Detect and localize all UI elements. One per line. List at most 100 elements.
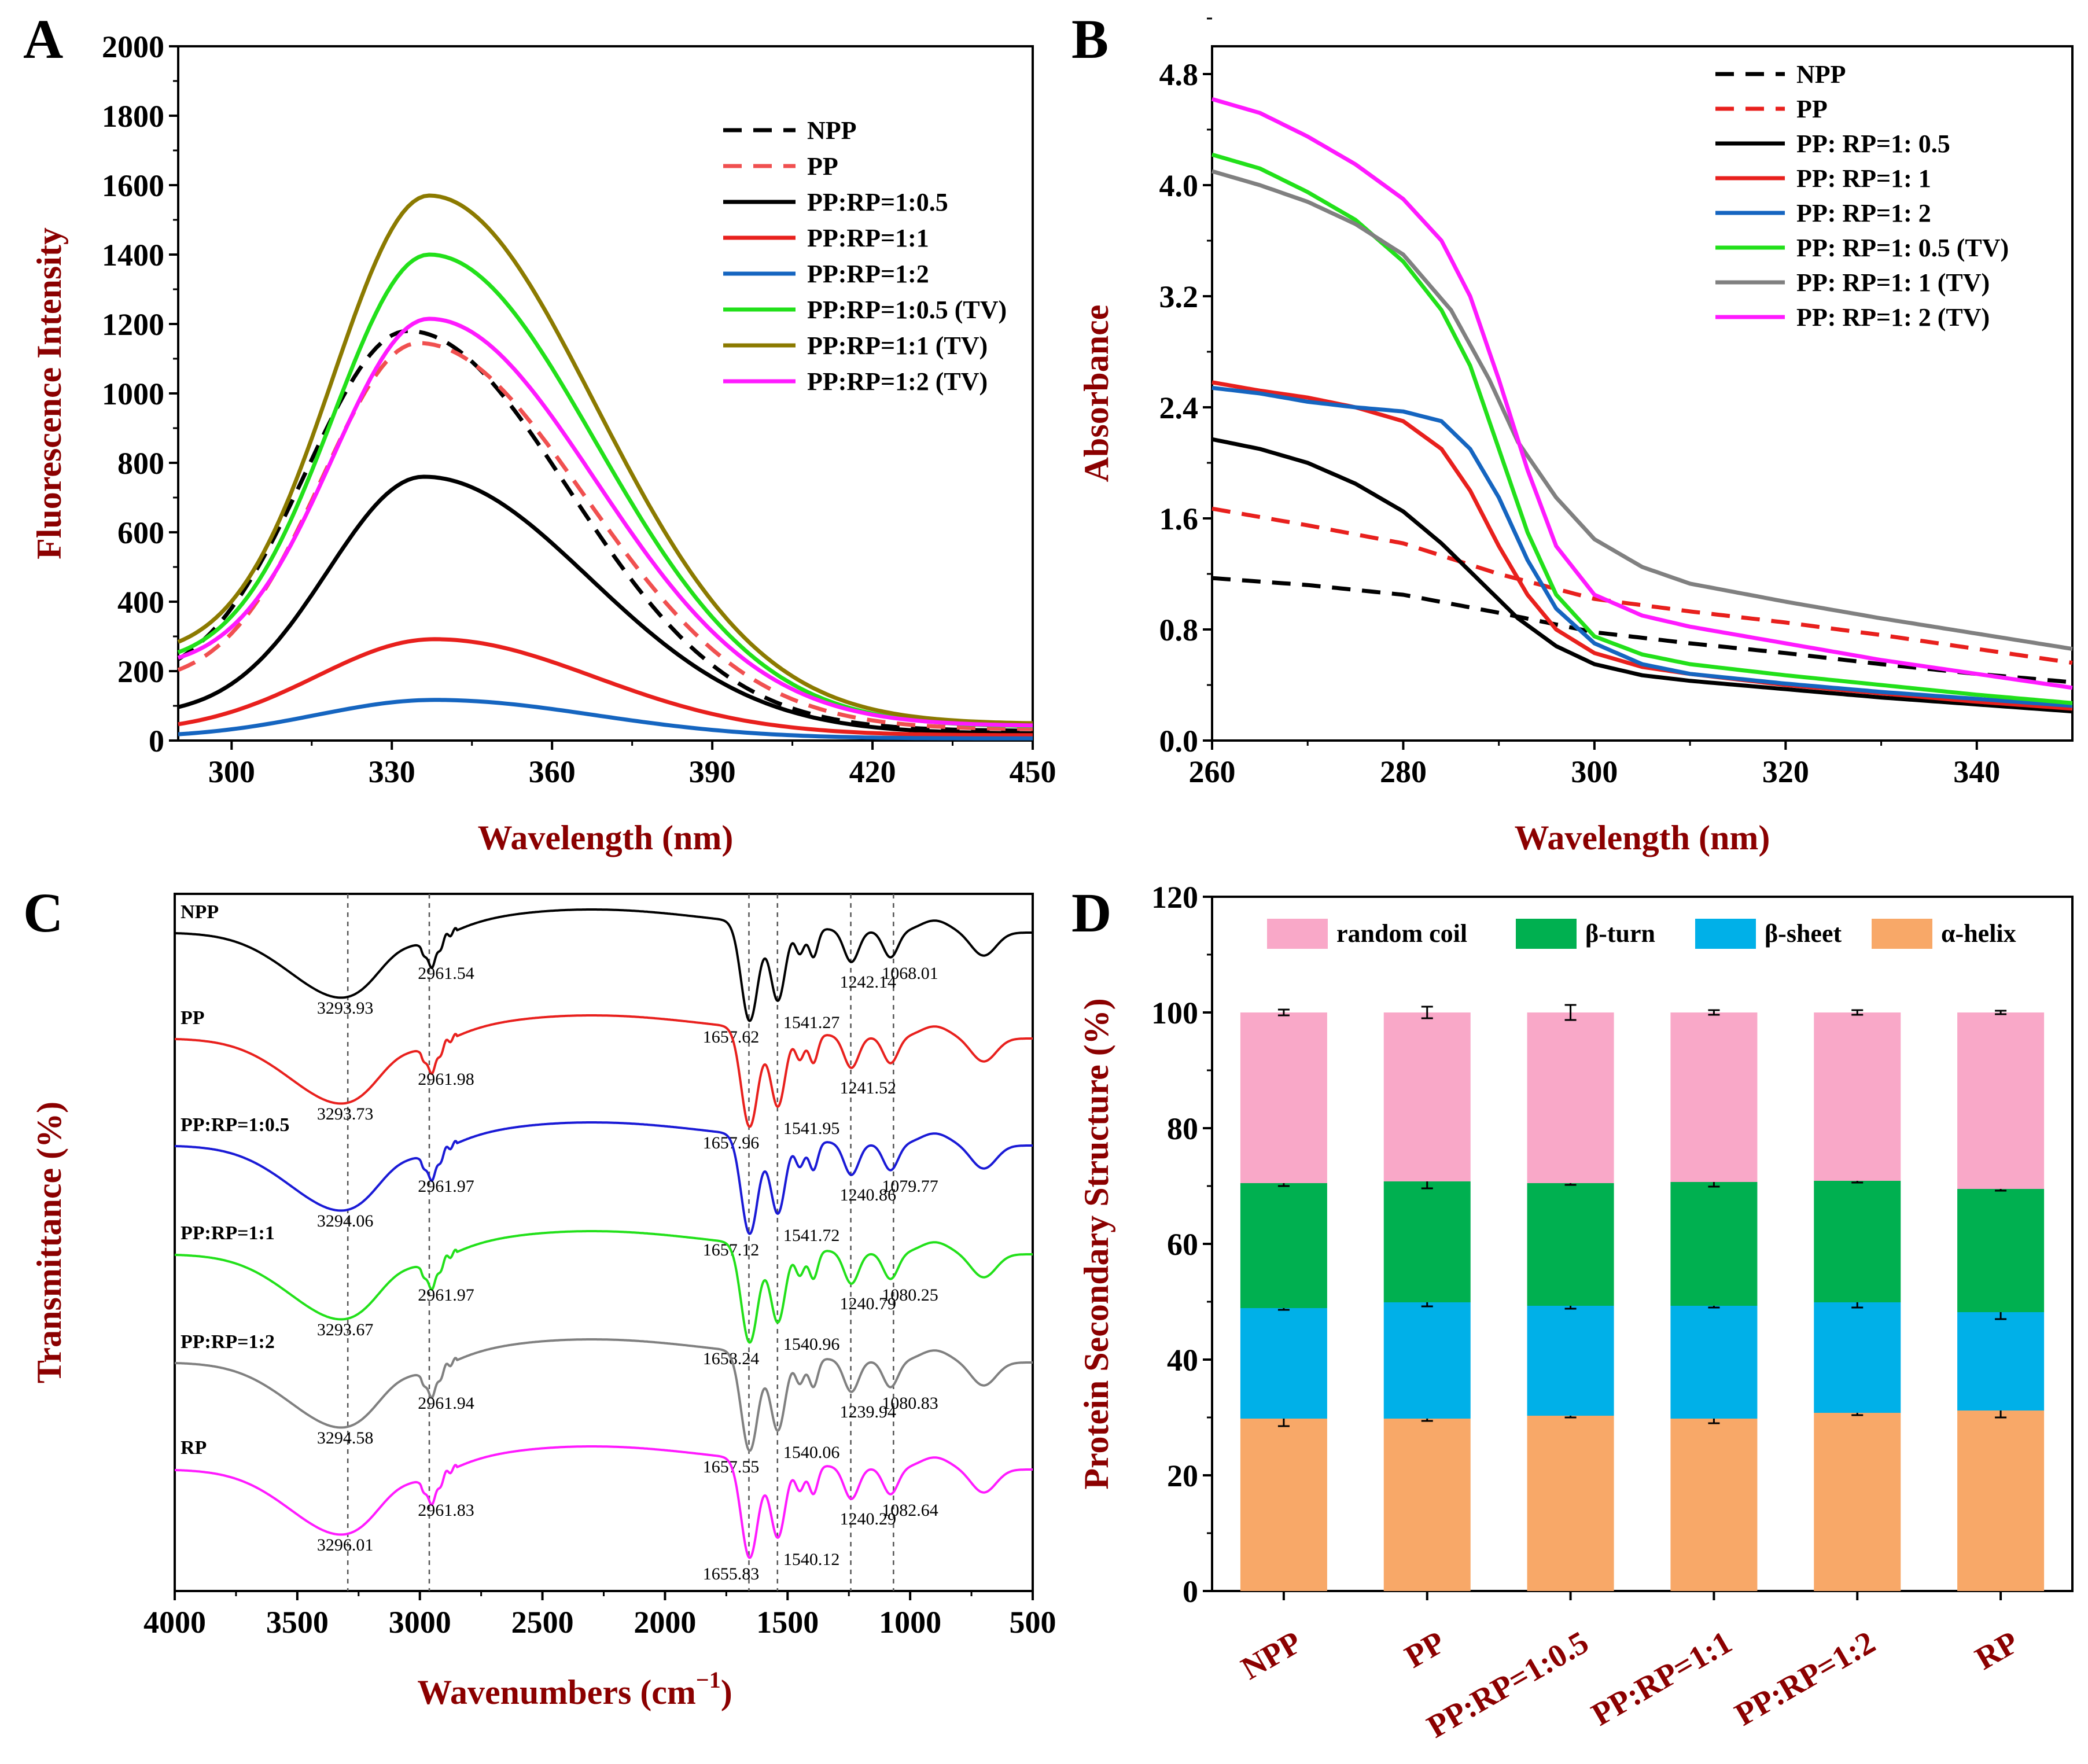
y-axis-title: Protein Secondary Structure (%) <box>1077 998 1115 1489</box>
legend-label-a: PP:RP=1:2 (TV) <box>807 367 988 396</box>
y-tick-label: 1.6 <box>1159 502 1199 536</box>
peak-label: 2961.97 <box>418 1286 474 1305</box>
series-line-a-7 <box>177 316 1033 728</box>
bar-segment <box>1814 1413 1901 1591</box>
peak-label: 1241.52 <box>839 1078 896 1098</box>
x-tick-label: 280 <box>1380 754 1427 789</box>
y-tick-label: 60 <box>1167 1227 1198 1262</box>
bar-segment <box>1814 1181 1901 1302</box>
y-tick-label: 100 <box>1151 996 1198 1030</box>
ftir-series-label: NPP <box>181 901 219 923</box>
series-line-b-2 <box>1211 437 2073 714</box>
x-tick-label: 1500 <box>756 1605 819 1640</box>
x-tick-label: 500 <box>1010 1605 1056 1640</box>
panel-label-a: A <box>23 8 63 70</box>
bar-segment <box>1670 1012 1758 1182</box>
peak-label: 3293.67 <box>317 1320 374 1339</box>
legend-label-b: NPP <box>1796 60 1846 89</box>
bar-segment <box>1240 1419 1327 1591</box>
series-line-b-3 <box>1211 380 2073 711</box>
peak-label: 1655.83 <box>703 1564 760 1583</box>
legend-label-a: PP:RP=1:0.5 <box>807 188 948 216</box>
legend-label-a: PP <box>807 152 838 181</box>
peak-label: 1242.14 <box>839 973 896 992</box>
peak-label: 1540.06 <box>783 1443 840 1462</box>
peak-label: 1541.95 <box>783 1119 840 1138</box>
peak-label: 2961.94 <box>418 1394 474 1413</box>
ftir-spectrum-0 <box>174 908 1033 1022</box>
legend-label-a: PP:RP=1:0.5 (TV) <box>807 296 1007 324</box>
legend-label-d: random coil <box>1336 919 1467 948</box>
peak-label: 2961.83 <box>418 1501 474 1520</box>
bar-segment <box>1240 1183 1327 1308</box>
panel-label-c: C <box>23 882 63 944</box>
category-label: PP:RP=1:0.5 <box>1421 1625 1594 1745</box>
y-tick-label: 400 <box>117 585 164 620</box>
legend-label-d: α-helix <box>1941 919 2016 948</box>
series-line-b-5 <box>1211 152 2073 705</box>
x-tick-label: 4000 <box>143 1605 206 1640</box>
peak-label: 1082.64 <box>882 1501 938 1520</box>
ftir-spectrum-3 <box>174 1230 1033 1344</box>
y-tick-label: 4.8 <box>1159 57 1199 92</box>
peak-label: 3293.93 <box>317 999 374 1018</box>
legend-label-a: NPP <box>807 116 857 145</box>
series-line-a-3 <box>178 637 1033 738</box>
legend-label-b: PP: RP=1: 0.5 <box>1796 130 1950 158</box>
x-axis-title: Wavelength (nm) <box>478 819 734 857</box>
x-tick-label: 300 <box>1571 754 1618 789</box>
legend-swatch-d <box>1872 919 1932 949</box>
peak-label: 3293.73 <box>317 1104 374 1124</box>
plot-frame <box>1211 45 2074 742</box>
y-tick-label: 1200 <box>102 307 164 342</box>
bar-segment <box>1383 1302 1471 1419</box>
x-tick-label: 360 <box>529 754 576 789</box>
ftir-spectrum-1 <box>174 1014 1033 1128</box>
x-tick-label: 3000 <box>389 1605 451 1640</box>
category-label: PP:RP=1:2 <box>1729 1625 1881 1733</box>
series-line-a-2 <box>178 474 1033 735</box>
peak-label: 1239.94 <box>839 1402 896 1421</box>
y-tick-label: 3.2 <box>1159 279 1199 314</box>
panel-d-secondary-structure-chart: 0 20 40 60 80 100 120 Protein Secondary Structu… <box>1077 880 2074 1745</box>
bar-segment <box>1527 1306 1614 1416</box>
legend-label-b: PP: RP=1: 0.5 (TV) <box>1796 234 2009 262</box>
x-tick-label: 390 <box>689 754 736 789</box>
bar-segment <box>1527 1012 1614 1183</box>
peak-label: 1541.72 <box>783 1226 840 1245</box>
peak-label: 3296.01 <box>317 1535 374 1555</box>
ftir-spectrum-5 <box>174 1445 1033 1559</box>
y-tick-label: 200 <box>117 654 164 689</box>
ftir-series-label: PP:RP=1:2 <box>181 1331 275 1353</box>
bar-segment <box>1383 1181 1471 1302</box>
plot-frame <box>174 893 1034 1592</box>
bar-segment <box>1957 1189 2045 1312</box>
category-label: RP <box>1969 1625 2025 1677</box>
y-tick-label: 0 <box>149 724 164 758</box>
y-tick-label: 1800 <box>102 99 164 134</box>
y-axis-title: Transmittance (%) <box>30 1102 68 1383</box>
y-tick-label: 800 <box>117 446 164 481</box>
peak-label: 2961.98 <box>418 1070 474 1089</box>
y-tick-label: 0.8 <box>1159 613 1199 647</box>
panel-label-b: B <box>1071 8 1109 70</box>
legend-label-d: β-turn <box>1585 919 1655 948</box>
legend-label-b: PP: RP=1: 1 (TV) <box>1796 268 1990 297</box>
x-tick-label: 340 <box>1953 754 2000 789</box>
peak-label: 2961.54 <box>418 964 474 983</box>
bar-segment <box>1240 1012 1327 1183</box>
x-axis-title: Wavenumbers (cm−1) <box>417 1667 732 1711</box>
x-tick-label: 420 <box>849 754 896 789</box>
panel-b-absorbance-chart: 260 280 300 320 340 0.0 0.8 1.6 2.4 3.2 4.0 4.8 Wave… <box>1077 17 2074 857</box>
bar-segment <box>1383 1012 1471 1181</box>
series-line-b-0 <box>1211 576 2073 684</box>
bar-segment <box>1814 1302 1901 1413</box>
peak-label: 1541.27 <box>783 1013 840 1032</box>
y-tick-label: 0.0 <box>1159 724 1199 758</box>
series-line-a-1 <box>177 341 1033 731</box>
legend-label-a: PP:RP=1:1 <box>807 224 929 252</box>
ftir-spectrum-2 <box>174 1121 1033 1235</box>
peak-label: 1068.01 <box>882 964 938 983</box>
y-tick-label: 2000 <box>102 30 164 64</box>
